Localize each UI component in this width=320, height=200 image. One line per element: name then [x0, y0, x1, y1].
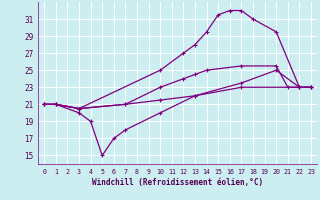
- X-axis label: Windchill (Refroidissement éolien,°C): Windchill (Refroidissement éolien,°C): [92, 178, 263, 187]
